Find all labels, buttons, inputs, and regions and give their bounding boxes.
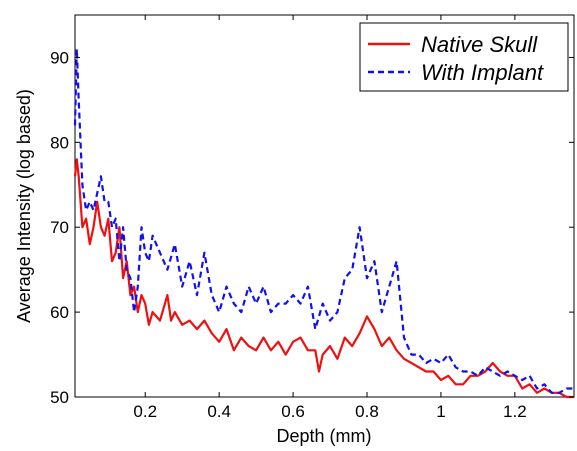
- y-tick-label: 80: [50, 133, 69, 152]
- tick-layer: 0.2 0.4 0.6 0.8 1 1.2 50 60 70 80 90: [50, 15, 574, 421]
- series-line-native-skull: [73, 158, 574, 399]
- legend-box: [359, 22, 569, 92]
- x-tick-label: 1.2: [503, 402, 527, 421]
- x-axis-title: Depth (mm): [276, 426, 371, 446]
- x-tick-label: 1: [436, 402, 445, 421]
- y-tick-label: 90: [50, 48, 69, 67]
- y-tick-label: 70: [50, 218, 69, 237]
- x-tick-label: 0.8: [355, 402, 379, 421]
- y-axis-title: Average Intensity (log based): [14, 89, 34, 323]
- legend-label-with-implant: With Implant: [421, 60, 544, 85]
- legend: Native Skull With Implant: [359, 22, 569, 92]
- x-tick-label: 0.2: [133, 402, 157, 421]
- y-tick-label: 60: [50, 303, 69, 322]
- series-line-with-implant: [73, 47, 574, 394]
- x-tick-label: 0.4: [207, 402, 231, 421]
- x-tick-label: 0.6: [281, 402, 305, 421]
- legend-label-native-skull: Native Skull: [421, 32, 538, 57]
- y-tick-label: 50: [50, 388, 69, 407]
- series-layer: [73, 47, 574, 399]
